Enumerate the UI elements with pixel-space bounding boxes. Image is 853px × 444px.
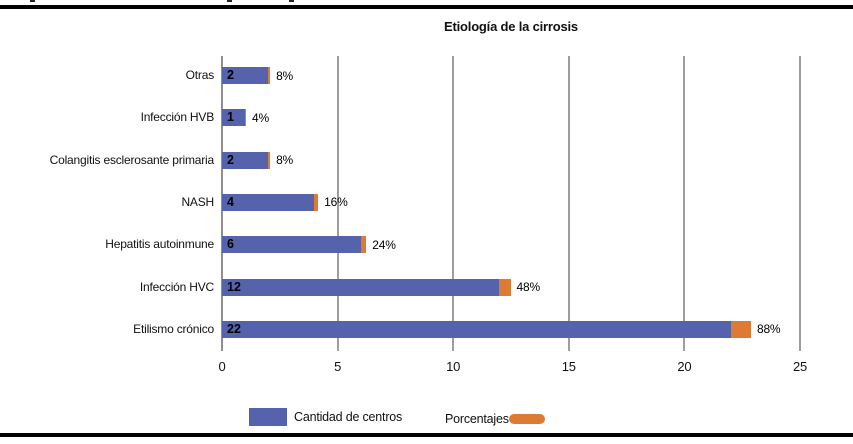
- x-tick-label: 10: [446, 359, 461, 374]
- category-label: Etilismo crónico: [133, 321, 214, 336]
- gridline: [567, 56, 570, 351]
- x-tick-label: 15: [561, 359, 576, 374]
- bar-row: 6 24%: [222, 236, 396, 254]
- bar-segment-count: 6: [222, 236, 361, 254]
- category-label: Hepatitis autoinmune: [105, 237, 214, 252]
- category-label: Otras: [185, 68, 215, 82]
- category-label: Colangitis esclerosante primaria: [49, 152, 215, 167]
- bar-row: 22 88%: [222, 320, 781, 338]
- bar-count-label: 6: [227, 237, 234, 252]
- bar-count-label: 2: [227, 68, 234, 82]
- legend-swatch-blue-rect-icon: [249, 408, 287, 426]
- bar-row: 1 4%: [222, 109, 269, 127]
- legend-item-cantidad: Cantidad de centros: [249, 408, 402, 426]
- cropped-caption-artifact: [227, 0, 232, 2]
- legend-swatch-orange-pill-icon: [508, 414, 545, 424]
- bar-segment-percent: [245, 109, 247, 127]
- category-label: NASH: [181, 194, 214, 209]
- bar-percent-label: 24%: [372, 237, 396, 252]
- cropped-caption-artifact: [30, 0, 35, 2]
- bar-count-label: 22: [227, 321, 241, 336]
- bar-segment-count: 12: [222, 278, 500, 296]
- bar-segment-count: 2: [222, 151, 269, 169]
- bar-segment-percent: [314, 193, 319, 211]
- gridline: [799, 56, 801, 351]
- bar-percent-label: 16%: [324, 195, 348, 210]
- bar-segment-count: 4: [222, 193, 315, 211]
- bar-count-label: 4: [227, 194, 234, 209]
- x-tick-label: 20: [677, 359, 692, 374]
- bar-row: 4 16%: [222, 193, 348, 211]
- bar-percent-label: 88%: [756, 322, 781, 337]
- bar-row: 12 48%: [222, 278, 541, 296]
- bar-percent-label: 4%: [252, 110, 269, 125]
- bar-segment-percent: [499, 278, 511, 296]
- bar-percent-label: 48%: [516, 280, 541, 294]
- bar-segment-count: 22: [222, 320, 731, 338]
- bar-segment-percent: [268, 67, 271, 84]
- bar-count-label: 2: [227, 152, 234, 167]
- gridline: [683, 56, 686, 351]
- x-tick-label: 25: [792, 359, 808, 374]
- legend-label-cantidad: Cantidad de centros: [294, 410, 403, 424]
- figure-bottom-rule: [0, 433, 853, 437]
- gridline: [336, 56, 339, 351]
- bar-segment-count: 1: [222, 109, 246, 127]
- bar-percent-label: 8%: [276, 68, 294, 83]
- cropped-caption-artifact: [289, 0, 294, 2]
- chart-title: Etiología de la cirrosis: [444, 19, 578, 34]
- legend-label-porcentajes: Porcentajes: [445, 412, 509, 426]
- bar-row: 2 8%: [222, 151, 294, 169]
- bar-count-label: 1: [227, 110, 234, 125]
- bar-row: 2 8%: [222, 67, 293, 84]
- bar-percent-label: 8%: [276, 153, 294, 168]
- category-label: Infección HVC: [139, 279, 214, 294]
- bar-segment-percent: [360, 236, 367, 254]
- x-tick-label: 0: [218, 359, 226, 374]
- x-tick-label: 5: [334, 359, 342, 374]
- bar-count-label: 12: [227, 279, 241, 294]
- figure-top-rule: [0, 5, 853, 9]
- bar-segment-percent: [730, 320, 751, 338]
- legend-item-porcentajes: Porcentajes: [445, 412, 545, 426]
- category-label: Infección HVB: [140, 110, 215, 125]
- bar-segment-percent: [268, 151, 271, 169]
- gridline: [452, 56, 455, 351]
- bar-segment-count: 2: [222, 67, 269, 84]
